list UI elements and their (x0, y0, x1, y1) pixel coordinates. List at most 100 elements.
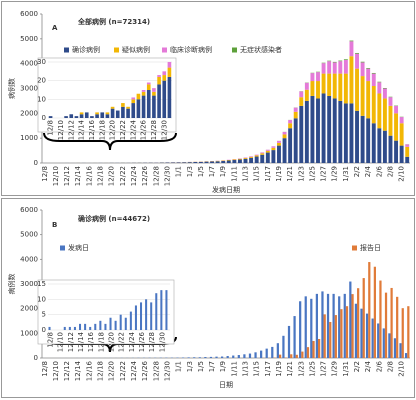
x-tick-label: 12/28 (152, 361, 160, 381)
x-tick-label: 1/23 (297, 166, 305, 182)
bar-segment (382, 130, 387, 163)
bar-segment (360, 62, 365, 77)
bar-segment (215, 161, 220, 163)
bar (104, 323, 107, 330)
bar-segment (176, 162, 181, 163)
bar-segment (95, 112, 99, 115)
bar (306, 347, 310, 358)
bar (187, 357, 190, 358)
bar-segment (394, 140, 399, 163)
x-tick-label: 1/25 (308, 361, 316, 377)
bar-segment (110, 108, 115, 118)
bar-segment (288, 128, 293, 163)
x-tick-label: 12/24 (130, 360, 138, 381)
bar-segment (277, 140, 281, 143)
inset-x-tick-label: 12/8 (47, 120, 55, 136)
bar (407, 306, 410, 358)
bar (379, 280, 382, 358)
y-axis-label: 病例数 (7, 78, 16, 99)
bar-segment (349, 56, 354, 104)
bar (193, 357, 196, 358)
bar (382, 328, 385, 358)
bar (204, 357, 207, 358)
brace (43, 132, 177, 151)
bar-segment (310, 81, 315, 96)
bar-segment (115, 110, 120, 118)
bar (295, 354, 298, 358)
bar (351, 294, 354, 358)
legend-swatch (162, 47, 167, 53)
bar-segment (221, 161, 226, 163)
panel-letter: A (52, 24, 58, 32)
bar-segment (388, 105, 393, 136)
bar (140, 302, 143, 330)
bar (362, 278, 365, 358)
bar-segment (377, 93, 382, 129)
bar-segment (355, 68, 359, 111)
bar-segment (299, 105, 304, 163)
bar (360, 308, 363, 358)
bar-segment (105, 112, 110, 115)
inset-x-tick-label: 12/24 (128, 331, 136, 352)
x-tick-label: 1/27 (320, 361, 328, 377)
bar (282, 335, 285, 358)
bar-segment (249, 156, 254, 157)
bar-segment (79, 114, 84, 118)
bar-segment (249, 156, 254, 158)
bar (373, 266, 376, 358)
bar (99, 320, 102, 330)
bar-segment (304, 89, 309, 101)
bar (390, 287, 393, 358)
bar-segment (293, 111, 298, 119)
bar-segment (204, 161, 209, 163)
inset-y-tick-label: 5 (42, 311, 46, 319)
panel-letter: B (52, 221, 57, 229)
inset-x-tick-label: 12/10 (57, 332, 65, 352)
bar (209, 356, 213, 358)
bar-segment (316, 72, 320, 82)
x-tick-label: 12/20 (108, 166, 116, 186)
bar-segment (394, 105, 399, 114)
bar (312, 340, 315, 358)
bar (299, 301, 302, 358)
bar-segment (167, 67, 172, 77)
bar (401, 308, 404, 358)
x-tick-label: 2/10 (398, 166, 406, 182)
bar-segment (121, 103, 125, 107)
inset-x-tick-label: 12/12 (67, 120, 75, 140)
bar (243, 354, 246, 358)
bar (343, 293, 346, 358)
bar-segment (271, 147, 276, 151)
inset-x-tick-label: 12/18 (98, 120, 106, 140)
y-tick-label: 4000 (20, 255, 38, 263)
bar-segment (332, 98, 337, 163)
x-tick-label: 12/18 (97, 166, 105, 186)
bar-segment (394, 113, 399, 141)
bar-segment (382, 98, 387, 131)
bar-segment (299, 91, 304, 98)
bar (226, 356, 229, 358)
bar (84, 323, 87, 330)
inset-x-tick-label: 12/18 (97, 332, 105, 352)
inset-x-tick-label: 12/14 (78, 119, 86, 140)
bar-segment (388, 135, 393, 163)
bar-segment (288, 120, 293, 124)
bar (310, 298, 313, 358)
bar (145, 299, 148, 330)
bar (150, 302, 153, 330)
bar-segment (327, 73, 332, 96)
bar-segment (171, 162, 175, 163)
y-tick-label: 2000 (20, 305, 38, 313)
bar-segment (343, 59, 348, 60)
bar-segment (95, 114, 99, 118)
bar-segment (355, 110, 359, 163)
bar (109, 317, 112, 330)
bar-segment (126, 108, 130, 118)
x-tick-label: 12/18 (97, 361, 105, 381)
x-tick-label: 2/2 (353, 361, 361, 372)
x-tick-label: 1/29 (331, 166, 339, 182)
bar (89, 326, 92, 330)
bar (248, 353, 252, 358)
bar-segment (162, 80, 167, 118)
inset-x-tick-label: 12/14 (77, 331, 85, 352)
